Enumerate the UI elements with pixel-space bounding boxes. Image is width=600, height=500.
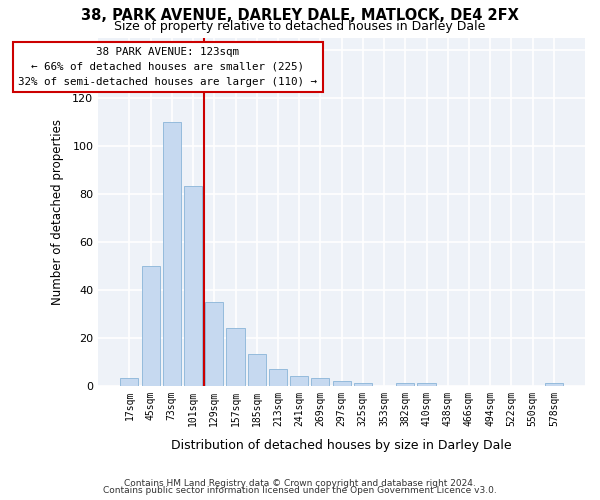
Bar <box>354 383 372 386</box>
Bar <box>163 122 181 386</box>
Bar <box>418 383 436 386</box>
Text: Size of property relative to detached houses in Darley Dale: Size of property relative to detached ho… <box>115 20 485 33</box>
Bar <box>205 302 223 386</box>
Bar <box>545 383 563 386</box>
Text: 38 PARK AVENUE: 123sqm
← 66% of detached houses are smaller (225)
32% of semi-de: 38 PARK AVENUE: 123sqm ← 66% of detached… <box>18 47 317 86</box>
Bar <box>311 378 329 386</box>
Bar <box>142 266 160 386</box>
X-axis label: Distribution of detached houses by size in Darley Dale: Distribution of detached houses by size … <box>172 440 512 452</box>
Y-axis label: Number of detached properties: Number of detached properties <box>51 118 64 304</box>
Text: Contains public sector information licensed under the Open Government Licence v3: Contains public sector information licen… <box>103 486 497 495</box>
Bar <box>184 186 202 386</box>
Bar <box>332 380 350 386</box>
Bar <box>290 376 308 386</box>
Bar <box>226 328 245 386</box>
Text: Contains HM Land Registry data © Crown copyright and database right 2024.: Contains HM Land Registry data © Crown c… <box>124 478 476 488</box>
Bar <box>248 354 266 386</box>
Bar <box>121 378 139 386</box>
Text: 38, PARK AVENUE, DARLEY DALE, MATLOCK, DE4 2FX: 38, PARK AVENUE, DARLEY DALE, MATLOCK, D… <box>81 8 519 22</box>
Bar <box>396 383 415 386</box>
Bar <box>269 368 287 386</box>
